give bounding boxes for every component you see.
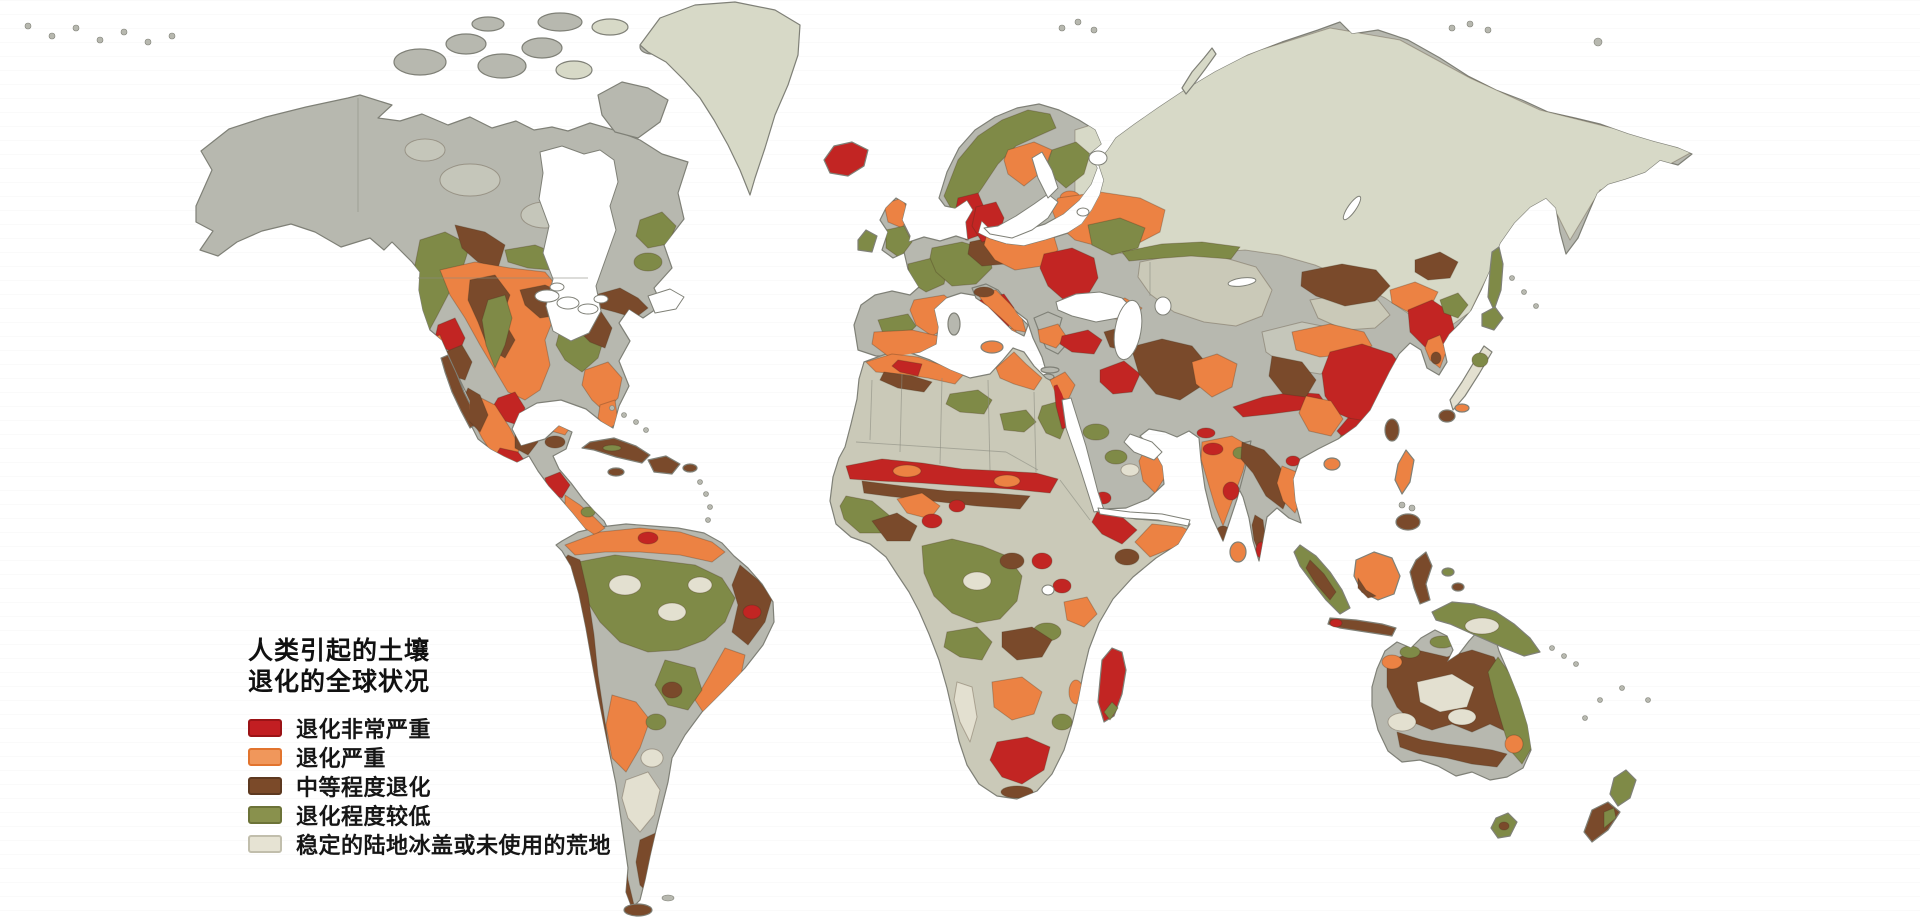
legend-item-very-severe: 退化非常严重 (248, 717, 611, 742)
greenland (639, 1, 801, 196)
madagascar (1097, 647, 1127, 723)
hainan (1323, 457, 1341, 471)
crete (1040, 366, 1060, 374)
iceland (823, 141, 869, 177)
moderate-swatch (248, 777, 282, 795)
legend-item-label: 稳定的陆地冰盖或未使用的荒地 (296, 833, 612, 858)
mindanao (1395, 513, 1421, 531)
islands (24, 18, 1651, 917)
aral-sea (1154, 296, 1172, 316)
country-borders (357, 98, 1151, 521)
legend-title: 人类引起的土壤 退化的全球状况 (248, 636, 611, 697)
new-zealand-south (1583, 801, 1621, 843)
legend-item-low: 退化程度较低 (248, 804, 611, 829)
legend-item-label: 退化程度较低 (296, 804, 432, 829)
sicily (980, 340, 1004, 354)
legend-item-label: 退化非常严重 (296, 717, 432, 742)
sri-lanka (1229, 541, 1247, 563)
lake-victoria (1041, 584, 1055, 596)
patches-north-america (404, 138, 677, 536)
borneo (1353, 551, 1401, 601)
arctic-islands (393, 12, 669, 139)
puerto-rico (682, 463, 698, 473)
gulf-st-lawrence (647, 288, 685, 314)
sulawesi (1409, 551, 1433, 605)
hokkaido (1481, 306, 1504, 331)
falkland-islands (661, 894, 675, 902)
stable-swatch (248, 835, 282, 853)
baja-california (440, 354, 479, 429)
great-lakes (534, 282, 609, 315)
lake-ladoga (1076, 207, 1090, 217)
legend-title-line-2: 退化的全球状况 (248, 667, 431, 696)
tierra-del-fuego (623, 903, 653, 917)
patches-australia (1381, 635, 1531, 768)
legend-item-severe: 退化严重 (248, 746, 611, 771)
persian-gulf (1123, 433, 1163, 461)
legend-title-line-1: 人类引起的土壤 (248, 637, 431, 665)
very-severe-swatch (248, 719, 282, 737)
lake-baikal (1342, 195, 1362, 221)
white-sea (1088, 150, 1108, 166)
kyushu (1438, 409, 1456, 423)
patches-africa (839, 351, 1190, 799)
low-swatch (248, 806, 282, 824)
ireland (857, 229, 878, 253)
legend-item-moderate: 中等程度退化 (248, 775, 611, 800)
gulf-of-aden (1097, 507, 1191, 527)
caspian-sea (1113, 299, 1143, 361)
map-legend: 人类引起的土壤 退化的全球状况 退化非常严重 退化严重 中等程度退化 退化程度较… (248, 636, 611, 862)
jamaica (607, 467, 625, 477)
shikoku (1454, 403, 1470, 413)
severe-swatch (248, 748, 282, 766)
hispaniola (647, 455, 681, 475)
sardinia (947, 312, 961, 336)
new-zealand-north (1609, 769, 1637, 807)
luzon (1394, 449, 1415, 495)
sakhalin (1487, 246, 1504, 311)
inland-seas (534, 145, 1362, 596)
legend-item-label: 退化严重 (296, 746, 387, 771)
taiwan (1384, 418, 1400, 442)
baffin-island (597, 81, 669, 139)
hudson-bay (538, 145, 619, 342)
gulf-of-bothnia (1031, 151, 1059, 199)
legend-item-stable: 稳定的陆地冰盖或未使用的荒地 (248, 833, 611, 858)
lake-balkhash (1227, 277, 1257, 287)
legend-item-label: 中等程度退化 (296, 775, 432, 800)
novaya-zemlya (1181, 47, 1217, 95)
legend-items: 退化非常严重 退化严重 中等程度退化 退化程度较低 稳定的陆地冰盖或未使用的荒地 (248, 717, 611, 858)
